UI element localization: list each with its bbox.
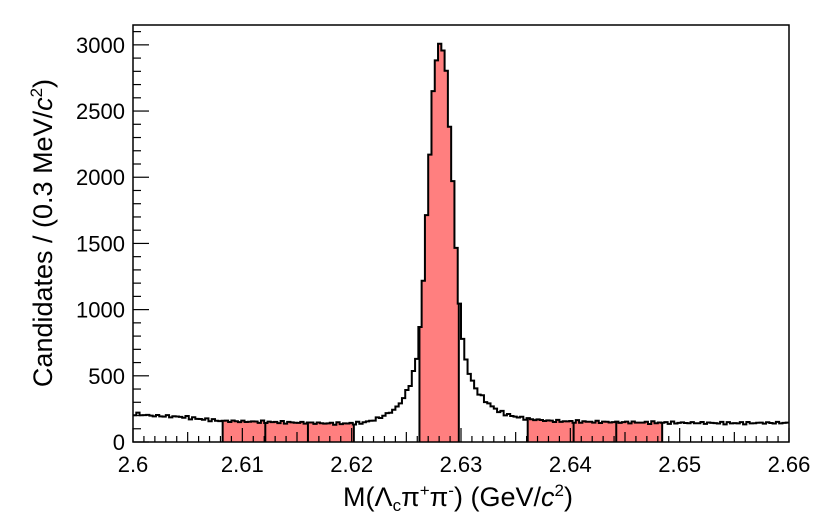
x-label-sq: 2 <box>554 481 563 500</box>
plot-frame <box>132 24 790 443</box>
y-axis: 0 500 1000 1500 2000 2500 3000 <box>76 31 149 455</box>
y-tick-label: 2500 <box>76 99 125 124</box>
y-label-pre: Candidates / (0.3 MeV/ <box>28 110 58 387</box>
y-tick-label: 2000 <box>76 165 125 190</box>
y-tick-label: 1500 <box>76 231 125 256</box>
y-tick-label: 0 <box>113 430 125 455</box>
x-label-mid: ) (GeV/ <box>454 482 542 512</box>
x-tick-label: 2.66 <box>768 452 811 477</box>
x-tick-label: 2.64 <box>549 452 592 477</box>
x-tick-label: 2.63 <box>440 452 483 477</box>
x-label-c: c <box>541 482 555 512</box>
highlight-fill-layer <box>222 43 663 443</box>
x-label-pi-2: π <box>430 482 449 512</box>
x-axis-label: M(Λcπ+π-) (GeV/c2) <box>343 481 573 515</box>
x-tick-label: 2.65 <box>658 452 701 477</box>
x-tick-label: 2.61 <box>221 452 264 477</box>
highlight-region-1 <box>222 420 266 442</box>
y-tick-label: 3000 <box>76 33 125 58</box>
x-tick-label: 2.6 <box>118 452 149 477</box>
histogram-outline <box>133 42 789 426</box>
x-label-post: ) <box>564 482 573 512</box>
y-label-post: ) <box>28 79 58 88</box>
highlight-region-5 <box>527 418 574 442</box>
highlight-region-6 <box>573 420 617 442</box>
x-label-lambda-sub: c <box>393 496 402 515</box>
highlight-region-3 <box>307 422 354 442</box>
highlight-region-4 <box>419 43 459 443</box>
y-tick-label: 500 <box>88 364 125 389</box>
y-tick-label: 1000 <box>76 298 125 323</box>
x-label-plus: + <box>420 481 430 500</box>
y-axis-label: Candidates / (0.3 MeV/c2) <box>27 79 58 387</box>
y-label-sq: 2 <box>27 88 46 97</box>
x-label-lambda: Λ <box>375 482 393 512</box>
x-tick-label: 2.62 <box>330 452 373 477</box>
y-label-c: c <box>28 97 58 111</box>
x-label-pre: M( <box>343 482 374 512</box>
highlight-region-7 <box>616 421 663 442</box>
x-label-minus: - <box>448 481 454 500</box>
x-axis: 2.6 2.61 2.62 2.63 2.64 2.65 2.66 <box>118 428 811 477</box>
x-label-pi-1: π <box>401 482 420 512</box>
